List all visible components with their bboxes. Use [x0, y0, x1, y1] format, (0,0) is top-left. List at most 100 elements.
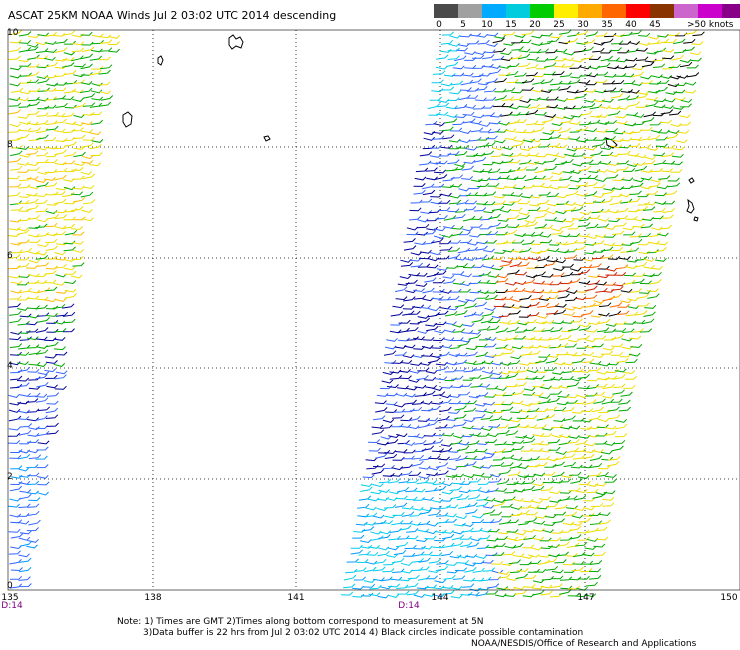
wind-barb [487, 273, 500, 278]
wind-barb [73, 134, 86, 140]
wind-barb [559, 335, 572, 341]
wind-barb [73, 162, 86, 167]
wind-barb [475, 555, 488, 559]
wind-barb [679, 61, 693, 68]
wind-barb [454, 151, 468, 156]
wind-barb [16, 377, 30, 382]
wind-barb [417, 575, 431, 581]
wind-barb [628, 352, 641, 357]
wind-barb [574, 93, 588, 99]
wind-barb [9, 497, 21, 502]
wind-barb [471, 519, 484, 523]
wind-barb [493, 543, 506, 547]
wind-barb [27, 54, 40, 60]
wind-barb [512, 439, 525, 444]
wind-barb [496, 240, 509, 245]
wind-barb [547, 37, 560, 43]
wind-barb [410, 251, 423, 256]
wind-barb [523, 336, 536, 341]
wind-barb [19, 493, 32, 500]
wind-barb [421, 352, 434, 357]
wind-barb [544, 514, 557, 519]
wind-barb [449, 394, 462, 398]
wind-barb [465, 191, 479, 196]
wind-barb [420, 507, 433, 512]
wind-barb [465, 448, 478, 454]
wind-barb [28, 519, 41, 526]
wind-barb [477, 432, 490, 437]
wind-barb [8, 192, 21, 197]
wind-barb [446, 504, 459, 509]
wind-barb [627, 297, 639, 302]
wind-barb [365, 506, 377, 511]
wind-barb [450, 594, 463, 599]
wind-barb [482, 567, 496, 572]
wind-barb [482, 504, 495, 509]
wind-barb [481, 369, 494, 374]
wind-barb [28, 454, 42, 460]
wind-barb [451, 323, 464, 328]
wind-barb [517, 509, 530, 516]
wind-barb [674, 96, 686, 101]
wind-barb [499, 208, 512, 213]
wind-barb [610, 144, 623, 149]
wind-barb [53, 191, 66, 195]
wind-barb [434, 270, 447, 276]
wind-barb [551, 122, 564, 127]
wind-barb [45, 414, 59, 419]
wind-barb [28, 127, 41, 133]
wind-barb [427, 103, 441, 110]
wind-barb [425, 384, 438, 389]
wind-barb [570, 377, 582, 382]
wind-barb [584, 199, 597, 204]
wind-barb [549, 335, 562, 341]
wind-barb [608, 310, 622, 317]
wind-barb [472, 472, 485, 477]
wind-barb [70, 274, 83, 279]
wind-barb [91, 96, 104, 101]
wind-barb [71, 47, 85, 53]
wind-barb [472, 114, 485, 119]
wind-barb [476, 33, 488, 38]
wind-barb [538, 143, 551, 148]
wind-barb [398, 319, 411, 324]
wind-barb [489, 65, 501, 69]
wind-barb [10, 206, 24, 211]
wind-barb [34, 280, 47, 284]
wind-barb [478, 489, 490, 494]
wind-barb [26, 439, 40, 444]
wind-barb [573, 245, 587, 251]
wind-barb [502, 391, 516, 397]
wind-barb [574, 239, 587, 244]
wind-barb [567, 438, 580, 444]
wind-barb [654, 201, 667, 205]
wind-barb [540, 590, 553, 596]
wind-barb [454, 114, 467, 119]
wind-barb [653, 47, 667, 54]
wind-barb [471, 514, 484, 519]
wind-barb [36, 134, 49, 140]
wind-barb [28, 426, 40, 431]
wind-barb [425, 420, 438, 427]
wind-barb [405, 496, 418, 501]
wind-barb [464, 461, 477, 467]
wind-barb [548, 537, 562, 542]
wind-barb [576, 394, 588, 399]
wind-barb [593, 398, 606, 404]
wind-barb [642, 206, 656, 211]
wind-barb [404, 393, 416, 398]
wind-barb [447, 159, 460, 165]
wind-barb [99, 64, 113, 70]
wind-barb [439, 394, 452, 399]
wind-barb [432, 135, 445, 140]
wind-barb [502, 248, 515, 253]
wind-barb [552, 70, 565, 76]
wind-barb [523, 138, 535, 143]
wind-barb [445, 166, 459, 172]
wind-barb [462, 264, 476, 269]
wind-barb [499, 169, 512, 174]
wind-barb [53, 198, 67, 205]
wind-barb [63, 51, 76, 56]
wind-barb [428, 558, 442, 564]
wind-barb [18, 47, 32, 53]
